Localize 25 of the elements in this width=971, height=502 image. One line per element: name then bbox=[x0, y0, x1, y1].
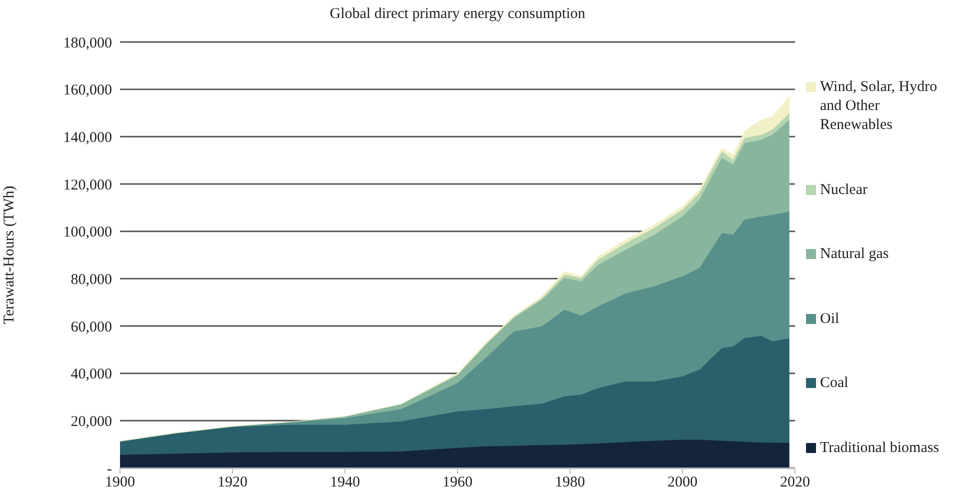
legend-label: Oil bbox=[820, 310, 840, 329]
legend-label: Coal bbox=[820, 374, 850, 394]
y-tick-label: 20,000 bbox=[70, 414, 112, 430]
x-tick-label: 2000 bbox=[668, 474, 698, 491]
legend-label: Natural gas bbox=[820, 245, 890, 264]
y-axis-title: Terawatt-Hours (TWh) bbox=[1, 186, 18, 324]
y-tick-label: 60,000 bbox=[70, 319, 112, 336]
y-tick-label: 140,000 bbox=[63, 130, 112, 146]
x-tick-label: 1900 bbox=[105, 474, 135, 491]
y-tick-label: 80,000 bbox=[70, 272, 112, 288]
y-tick-label: 160,000 bbox=[63, 82, 112, 99]
legend-label: Traditional biomass bbox=[820, 438, 940, 458]
y-tick-label: 120,000 bbox=[63, 177, 112, 194]
y-tick-label: 40,000 bbox=[70, 366, 112, 383]
x-tick-label: 2020 bbox=[780, 474, 810, 491]
x-tick-label: 1920 bbox=[218, 474, 248, 491]
x-tick-label: 1960 bbox=[442, 474, 472, 491]
y-tick-label: 100,000 bbox=[63, 224, 112, 241]
x-tick-label: 1980 bbox=[555, 474, 585, 491]
x-tick-label: 1940 bbox=[330, 474, 360, 491]
chart-title: Global direct primary energy consumption bbox=[328, 6, 586, 23]
legend-label: Wind, Solar, Hydro and Other Renewables bbox=[820, 78, 938, 135]
y-tick-label: 180,000 bbox=[63, 35, 112, 52]
legend-label: Nuclear bbox=[820, 180, 868, 200]
y-tick-label: - bbox=[107, 461, 112, 478]
